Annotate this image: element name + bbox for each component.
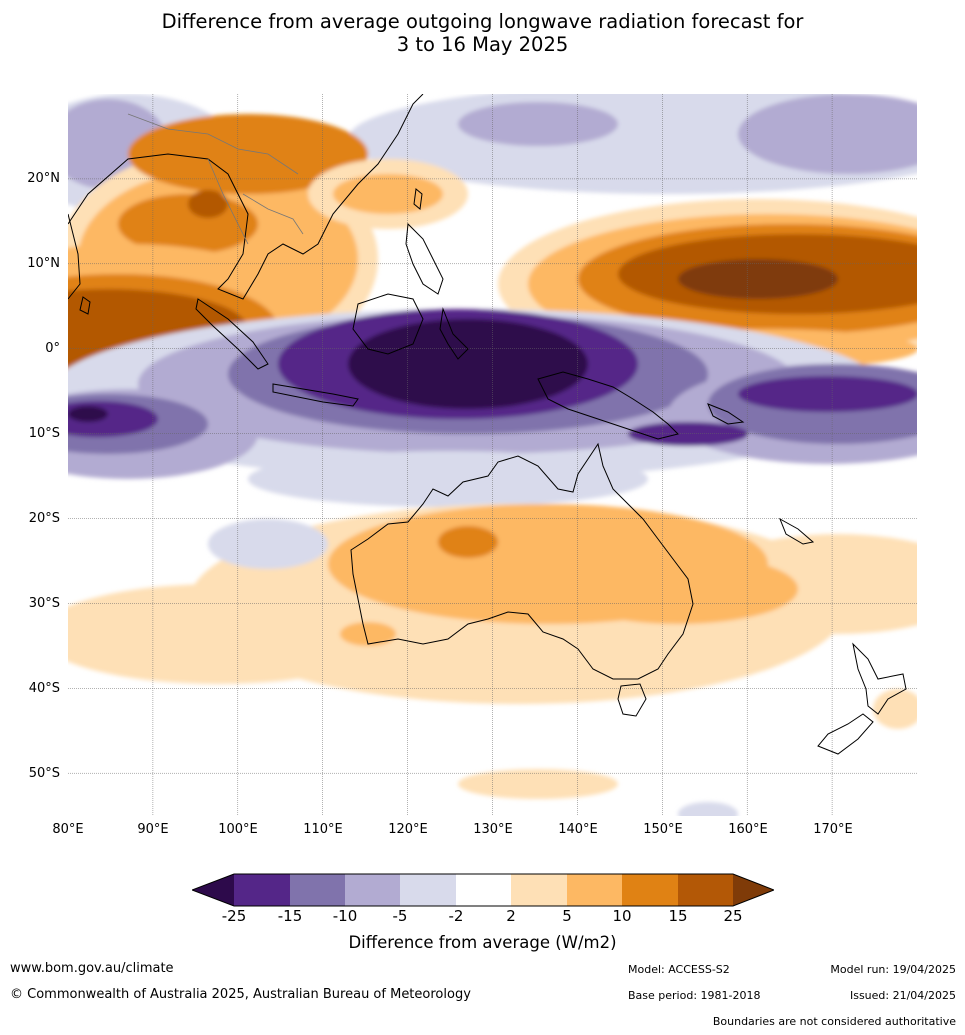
map-title: Difference from average outgoing longwav…: [0, 10, 965, 56]
lat-label-20n: 20°N: [27, 171, 60, 186]
colorbar: [192, 873, 774, 907]
lat-label-10s: 10°S: [28, 426, 60, 441]
colorbar-tick: -10: [332, 907, 358, 925]
model-run-date: Model run: 19/04/2025: [830, 963, 956, 976]
lon-label-130e: 130°E: [473, 822, 513, 837]
lon-label-120e: 120°E: [388, 822, 428, 837]
colorbar-tick: -5: [392, 907, 408, 925]
colorbar-tick: 2: [506, 907, 516, 925]
tasmania-coast: [617, 683, 647, 717]
colorbar-extend-low: [192, 874, 234, 906]
mainland-asia-coast: [68, 94, 424, 300]
colorbar-bin-2: [290, 874, 345, 906]
philippines-coast: [405, 222, 444, 295]
title-line-1: Difference from average outgoing longwav…: [161, 10, 804, 33]
lon-label-110e: 110°E: [303, 822, 343, 837]
colorbar-label: Difference from average (W/m2): [348, 933, 617, 952]
colorbar-bin-3: [345, 874, 400, 906]
colorbar-tick: -25: [221, 907, 247, 925]
borders: [127, 113, 304, 245]
taiwan-coast: [413, 188, 423, 210]
australia-coast: [350, 442, 694, 680]
model-name: Model: ACCESS-S2: [628, 963, 730, 976]
colorbar-bin-6: [511, 874, 567, 906]
java-coast: [272, 383, 359, 407]
sumatra-coast: [195, 298, 269, 370]
lon-label-150e: 150°E: [643, 822, 683, 837]
lon-label-80e: 80°E: [52, 822, 84, 837]
colorbar-tick: 10: [612, 907, 632, 925]
lon-label-170e: 170°E: [813, 822, 853, 837]
website-link[interactable]: www.bom.gov.au/climate: [10, 961, 174, 976]
colorbar-tick: 5: [562, 907, 572, 925]
graticule: [68, 94, 917, 816]
colorbar-bin-8: [622, 874, 678, 906]
title-line-2: 3 to 16 May 2025: [396, 33, 569, 56]
new-zealand-south-coast: [817, 713, 874, 755]
colorbar-tick: 15: [668, 907, 688, 925]
lat-label-10n: 10°N: [27, 256, 60, 271]
lon-label-90e: 90°E: [137, 822, 169, 837]
olr-anomaly-map: [68, 94, 917, 816]
new-guinea-coast: [537, 371, 679, 440]
lon-label-100e: 100°E: [218, 822, 258, 837]
new-zealand-north-coast: [852, 642, 907, 715]
sri-lanka-coast: [79, 296, 91, 315]
coastlines: [68, 94, 907, 755]
lat-label-40s: 40°S: [28, 681, 60, 696]
sulawesi-coast: [439, 307, 469, 360]
boundaries-disclaimer: Boundaries are not considered authoritat…: [712, 1015, 956, 1028]
lat-label-30s: 30°S: [28, 596, 60, 611]
colorbar-outline: [192, 873, 774, 907]
colorbar-bin-7: [567, 874, 622, 906]
lon-label-140e: 140°E: [558, 822, 598, 837]
colorbar-extend-high: [733, 874, 774, 906]
lat-label-50s: 50°S: [28, 766, 60, 781]
copyright-notice: © Commonwealth of Australia 2025, Austra…: [10, 987, 471, 1002]
colorbar-tick: 25: [723, 907, 743, 925]
lon-label-160e: 160°E: [728, 822, 768, 837]
new-caledonia-coast: [779, 517, 815, 545]
anomaly-fill: [68, 94, 917, 816]
colorbar-bin-9: [678, 874, 733, 906]
colorbar-tick: -2: [448, 907, 464, 925]
lat-label-20s: 20°S: [28, 511, 60, 526]
issued-date: Issued: 21/04/2025: [849, 989, 956, 1002]
solomons-coast: [707, 403, 745, 425]
colorbar-tick: -15: [277, 907, 303, 925]
colorbar-bin-5: [456, 874, 511, 906]
base-period: Base period: 1981-2018: [628, 989, 761, 1002]
lat-label-equator: 0°: [45, 341, 60, 356]
colorbar-bin-4: [400, 874, 456, 906]
borneo-coast: [352, 293, 424, 355]
india-coast: [68, 213, 81, 300]
colorbar-bin-1: [234, 874, 290, 906]
